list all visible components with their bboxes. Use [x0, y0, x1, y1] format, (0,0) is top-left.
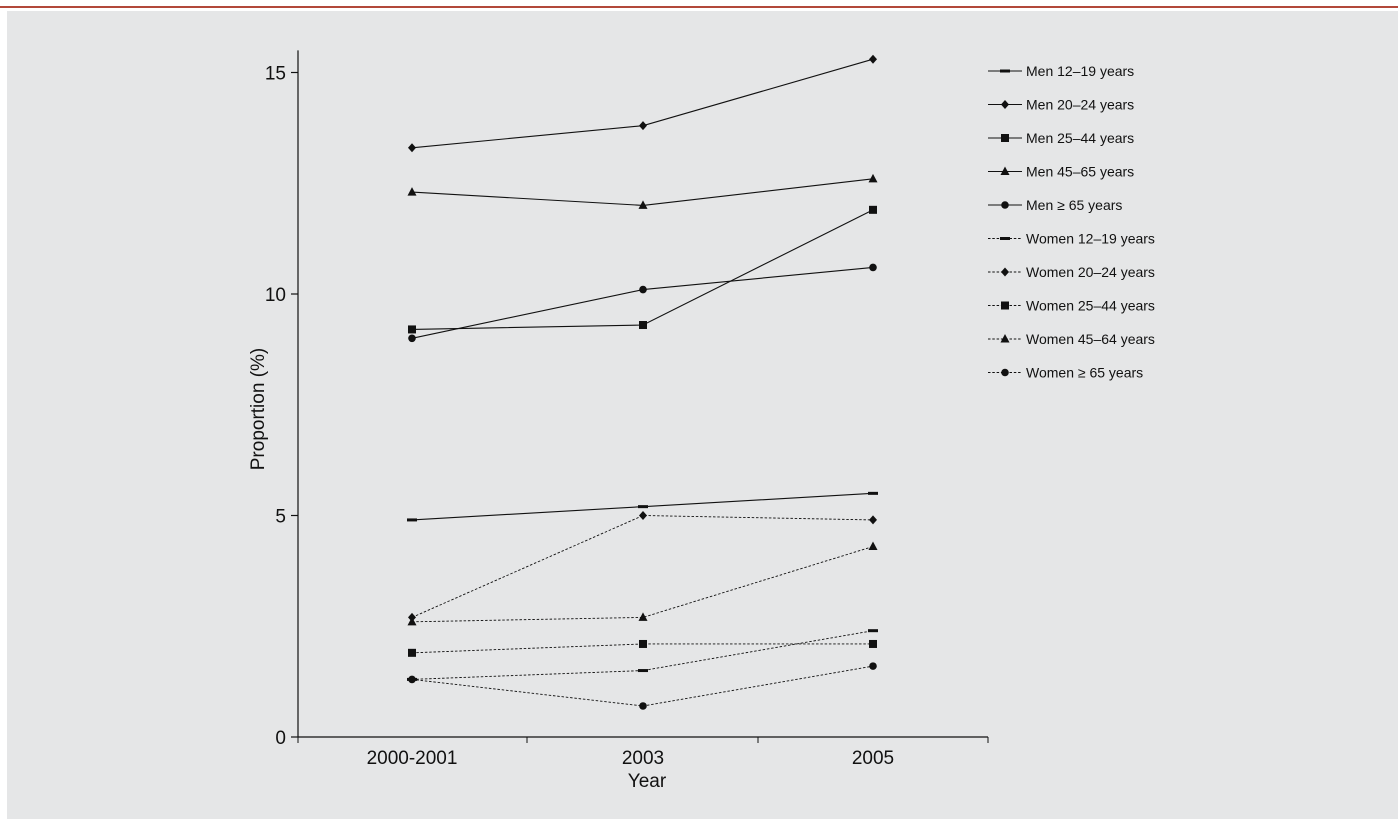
x-tick-label: 2003 [622, 748, 664, 769]
legend-label: Women 45–64 years [1026, 331, 1155, 347]
legend: Men 12–19 years Men 20–24 years Men 25–44 … [988, 63, 1155, 381]
x-tick-label: 2000-2001 [367, 748, 458, 769]
data-point [408, 675, 416, 684]
legend-marker [1000, 334, 1010, 343]
data-point [408, 143, 416, 153]
y-tick-label: 10 [265, 285, 286, 306]
data-point [638, 505, 648, 509]
legend-marker [1000, 69, 1010, 73]
data-point [639, 511, 647, 520]
axes: 0 5 10 15 2000-2001 2003 2005 [265, 50, 989, 769]
series-4 [407, 173, 878, 209]
series-7 [408, 511, 877, 622]
series-1 [407, 491, 878, 522]
legend-marker [1000, 166, 1010, 175]
data-point [868, 541, 878, 551]
legend-item: Men 20–24 years [988, 97, 1134, 113]
legend-label: Men 25–44 years [1026, 130, 1134, 146]
legend-item: Men 25–44 years [988, 130, 1134, 146]
legend-marker [1001, 100, 1009, 109]
legend-item: Men 12–19 years [988, 63, 1134, 79]
data-point [639, 321, 647, 330]
series-3 [408, 205, 877, 334]
legend-label: Men 20–24 years [1026, 97, 1134, 113]
data-point [869, 662, 877, 670]
series-line [411, 643, 873, 654]
series-5 [408, 263, 877, 343]
y-tick-label: 0 [275, 728, 286, 749]
x-axis-label: Year [628, 771, 667, 792]
series-line [411, 630, 874, 680]
x-tick-label: 2005 [852, 748, 894, 769]
legend-label: Men 12–19 years [1026, 63, 1134, 79]
plot-area [407, 54, 878, 710]
legend-label: Women ≥ 65 years [1026, 365, 1143, 381]
top-accent-rule [0, 6, 1398, 8]
series-line [411, 209, 874, 330]
series-line [411, 58, 874, 149]
data-point [638, 669, 648, 673]
legend-item: Women 20–24 years [988, 264, 1155, 280]
series-8 [408, 639, 877, 657]
legend-marker [1001, 267, 1009, 277]
series-9 [407, 541, 878, 626]
legend-marker [1000, 237, 1010, 240]
y-tick-label: 15 [265, 64, 286, 85]
chart-panel: 0 5 10 15 2000-2001 2003 2005 Men 12–19 years M… [7, 11, 1398, 819]
data-point [869, 205, 877, 214]
series-line [411, 546, 874, 623]
data-point [407, 616, 417, 626]
data-point [639, 639, 647, 648]
legend-marker [1001, 368, 1009, 377]
series-2 [408, 54, 877, 153]
data-point [407, 518, 417, 522]
data-point [869, 54, 877, 64]
data-point [408, 334, 416, 343]
legend-item: Women 45–64 years [988, 331, 1155, 347]
data-point [638, 200, 648, 209]
series-line [411, 665, 874, 707]
series-6 [407, 629, 878, 681]
legend-item: Men ≥ 65 years [988, 197, 1122, 213]
legend-label: Men 45–65 years [1026, 164, 1134, 180]
y-tick-label: 5 [275, 507, 286, 528]
data-point [869, 515, 877, 525]
data-point [408, 325, 416, 334]
data-point [639, 702, 647, 710]
legend-label: Men ≥ 65 years [1026, 197, 1122, 213]
data-point [868, 629, 878, 633]
legend-label: Women 20–24 years [1026, 264, 1155, 280]
data-point [638, 612, 648, 621]
data-point [639, 121, 647, 131]
legend-marker [1001, 201, 1009, 209]
legend-marker [1001, 134, 1009, 142]
series-line [411, 515, 874, 618]
data-point [407, 187, 417, 196]
series-10 [408, 662, 877, 710]
data-point [869, 639, 877, 648]
legend-marker [1001, 301, 1009, 310]
legend-item: Women 12–19 years [988, 231, 1155, 247]
data-point [868, 491, 878, 495]
y-axis-label: Proportion (%) [248, 348, 269, 471]
legend-label: Women 25–44 years [1026, 298, 1155, 314]
legend-item: Women ≥ 65 years [988, 365, 1143, 381]
data-point [639, 285, 647, 294]
data-point [869, 263, 877, 272]
legend-item: Men 45–65 years [988, 164, 1134, 180]
data-point [868, 173, 878, 183]
legend-label: Women 12–19 years [1026, 231, 1155, 247]
data-point [408, 648, 416, 657]
legend-item: Women 25–44 years [988, 298, 1155, 314]
